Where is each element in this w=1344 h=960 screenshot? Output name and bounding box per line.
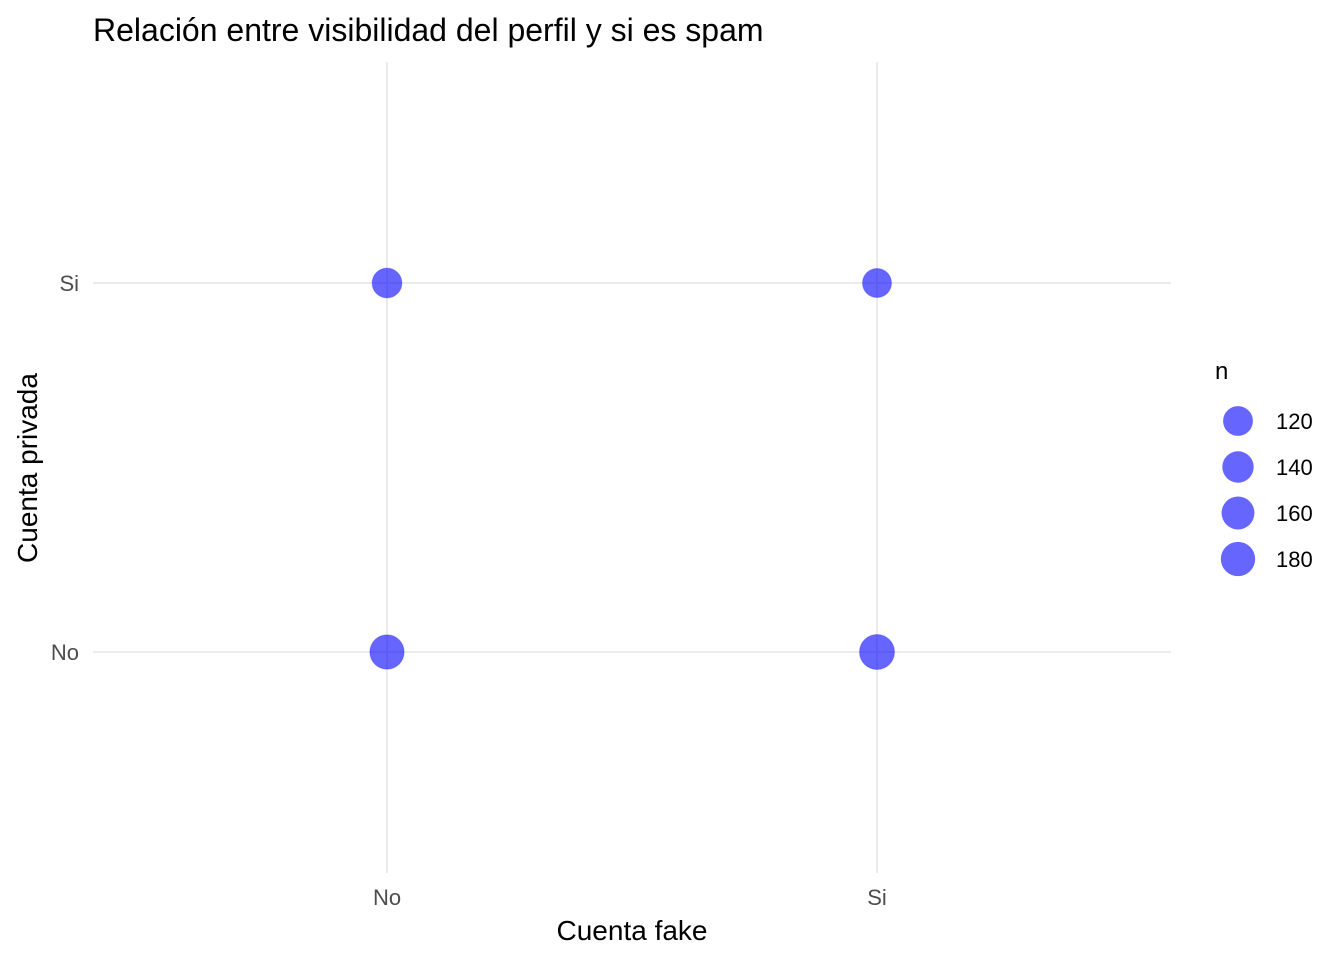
legend-label-140: 140 bbox=[1276, 455, 1313, 480]
legend-entries: 120 140 160 180 bbox=[1220, 406, 1313, 577]
legend-title: n bbox=[1215, 358, 1228, 385]
point-x-si-y-no bbox=[859, 634, 895, 670]
chart-title: Relación entre visibilidad del perfil y … bbox=[93, 12, 764, 48]
legend-key-160 bbox=[1221, 496, 1255, 530]
y-tick-labels: No Si bbox=[51, 271, 79, 665]
legend: n 120 140 160 180 bbox=[1215, 358, 1313, 577]
legend-label-120: 120 bbox=[1276, 409, 1313, 434]
x-axis-title: Cuenta fake bbox=[557, 915, 708, 946]
x-tick-labels: No Si bbox=[373, 885, 887, 910]
x-tick-label-no: No bbox=[373, 885, 401, 910]
y-axis-title: Cuenta privada bbox=[12, 373, 43, 563]
y-tick-label-si: Si bbox=[59, 271, 79, 296]
y-tick-label-no: No bbox=[51, 640, 79, 665]
legend-key-140 bbox=[1222, 451, 1254, 483]
x-tick-label-si: Si bbox=[867, 885, 887, 910]
legend-label-180: 180 bbox=[1276, 547, 1313, 572]
legend-key-120 bbox=[1223, 406, 1253, 436]
points bbox=[369, 267, 895, 670]
legend-key-180 bbox=[1220, 541, 1256, 577]
grid bbox=[93, 62, 1171, 873]
point-x-si-y-si bbox=[862, 268, 892, 298]
point-x-no-y-si bbox=[371, 267, 403, 299]
point-x-no-y-no bbox=[369, 634, 405, 670]
legend-label-160: 160 bbox=[1276, 501, 1313, 526]
